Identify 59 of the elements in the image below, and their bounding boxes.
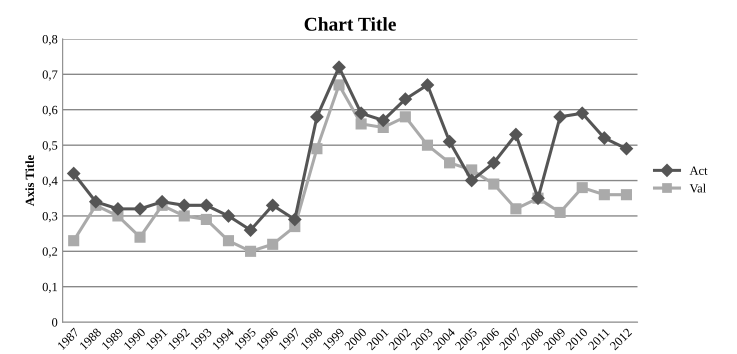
point	[487, 156, 500, 170]
point	[422, 140, 434, 151]
point	[620, 189, 632, 200]
y-tick-label: 0,1	[42, 282, 58, 293]
point	[398, 92, 412, 106]
point	[200, 198, 213, 212]
point	[111, 202, 125, 216]
chart-title: Chart Title	[304, 17, 396, 31]
point	[333, 79, 345, 91]
point	[266, 198, 280, 212]
point	[178, 210, 190, 222]
point	[332, 60, 346, 74]
point	[510, 203, 522, 214]
y-tick-label: 0,2	[42, 247, 58, 258]
point	[598, 189, 610, 200]
point	[400, 111, 411, 122]
y-tick-label: 0,5	[42, 141, 58, 152]
y-tick-label: 0,6	[42, 106, 58, 116]
point	[222, 235, 234, 246]
point	[509, 128, 522, 142]
point	[354, 106, 368, 120]
y-tick-label: 0,4	[42, 176, 58, 187]
x-tick-label: 2011	[588, 328, 610, 350]
y-tick-label: 0	[52, 318, 58, 327]
y-axis-title: Axis Title	[25, 155, 34, 206]
point	[134, 232, 146, 243]
point	[576, 182, 588, 194]
point	[89, 195, 102, 208]
point	[200, 214, 212, 226]
y-tick-label: 0,7	[42, 70, 58, 81]
point	[620, 142, 634, 156]
point	[554, 206, 566, 218]
point	[67, 166, 80, 180]
point	[442, 135, 456, 148]
point	[288, 212, 302, 226]
point	[488, 178, 500, 190]
point	[554, 110, 567, 124]
point	[420, 78, 434, 92]
y-tick-label: 0,3	[42, 212, 58, 222]
point	[156, 195, 169, 208]
point	[311, 143, 322, 154]
point	[310, 110, 324, 124]
point	[267, 238, 278, 250]
point	[222, 209, 236, 223]
point	[465, 174, 478, 188]
point	[245, 246, 256, 257]
point	[244, 224, 258, 237]
point	[598, 131, 611, 145]
point	[68, 235, 80, 246]
point	[178, 198, 191, 212]
y-tick-label: 0,8	[42, 34, 58, 46]
point	[356, 118, 367, 130]
x-tick-label: 1991	[146, 328, 168, 350]
legend-label: Val	[690, 184, 706, 193]
point	[376, 114, 390, 127]
point	[133, 202, 147, 216]
legend-label: Act	[690, 166, 708, 175]
point	[444, 157, 456, 168]
point	[576, 106, 589, 120]
